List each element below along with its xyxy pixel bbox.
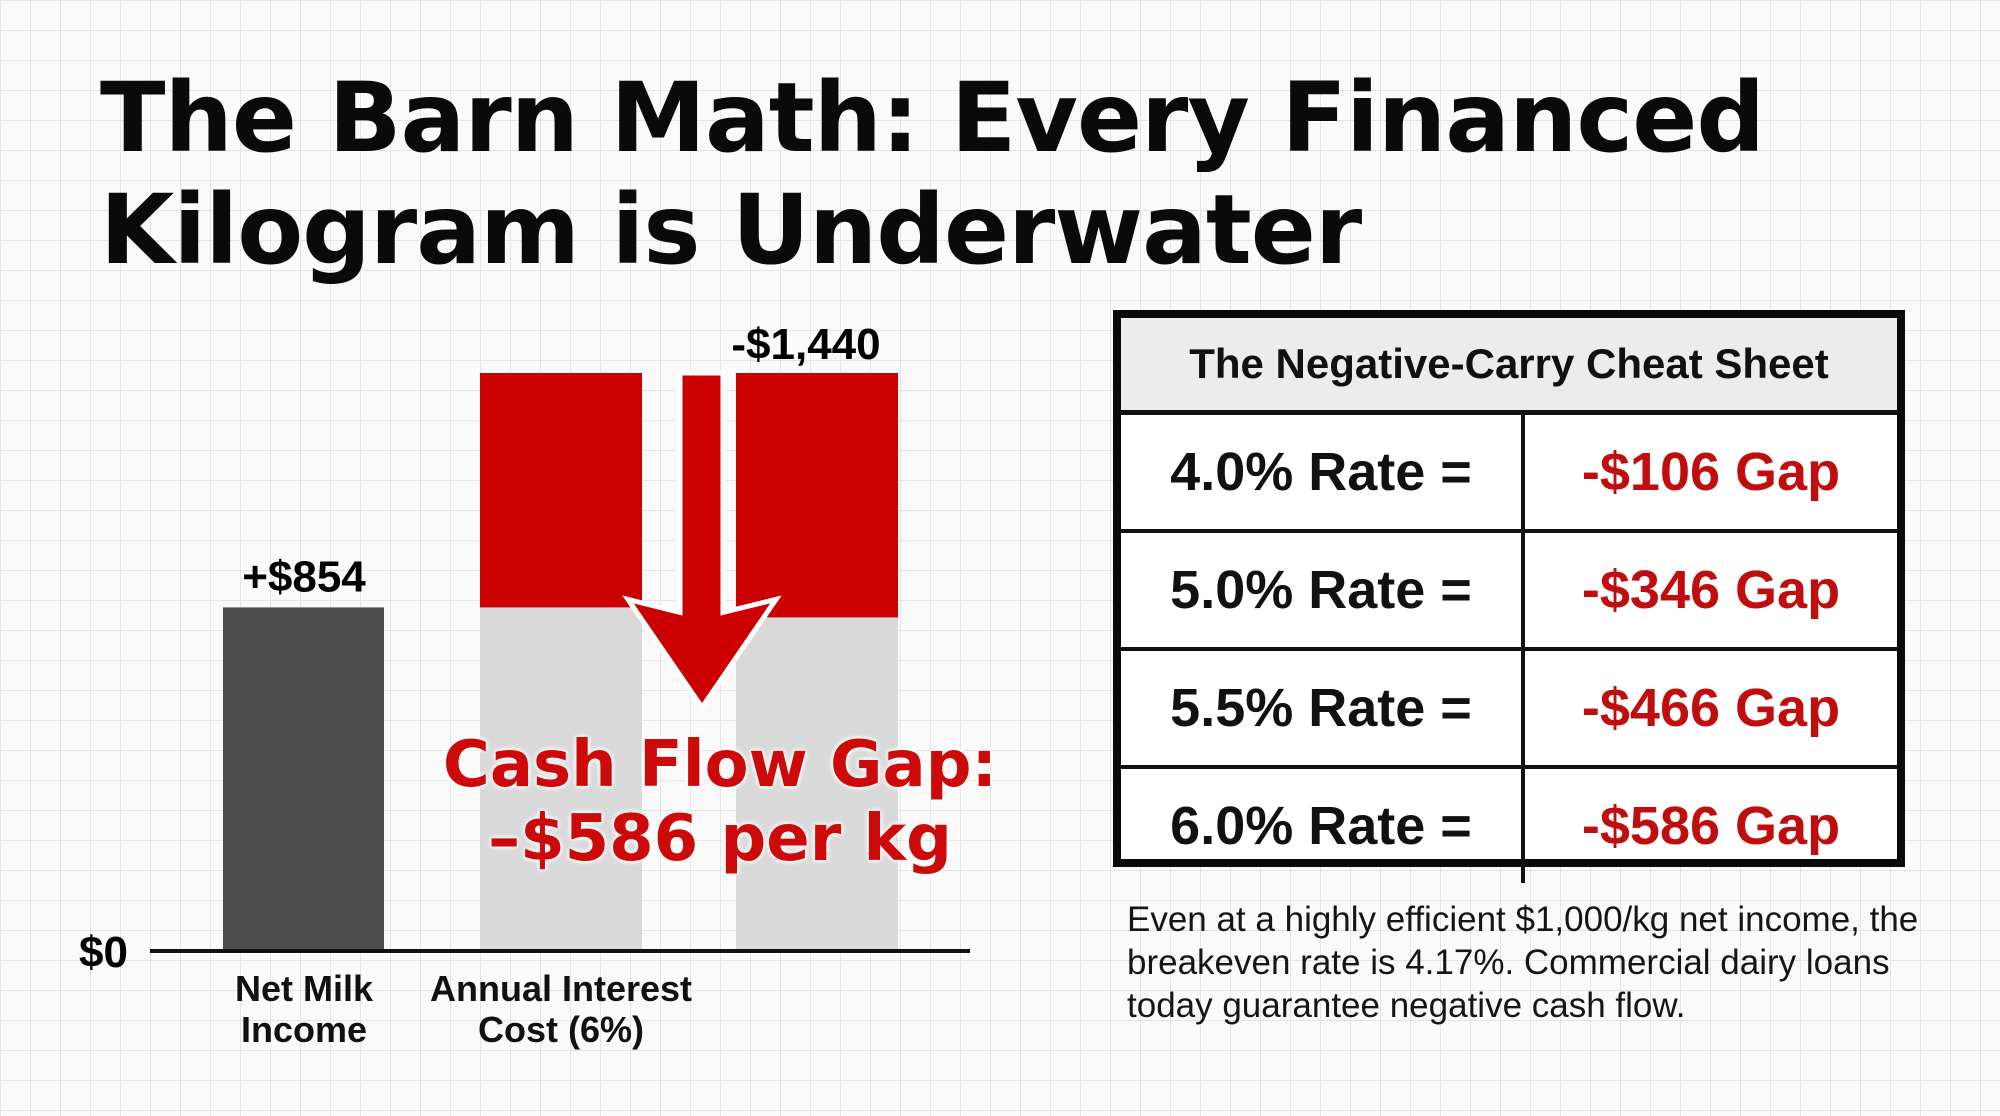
bar-interest-base-left	[480, 607, 642, 949]
category-label-interest: Annual Interest Cost (6%)	[401, 968, 721, 1050]
down-arrow-icon	[622, 370, 782, 712]
table-title: The Negative-Carry Cheat Sheet	[1121, 318, 1897, 415]
page-title: The Barn Math: Every Financed Kilogram i…	[100, 62, 1765, 286]
y-tick-zero: $0	[79, 928, 128, 977]
title-line-1: The Barn Math: Every Financed	[100, 62, 1765, 174]
bar-interest-gap-left	[480, 373, 642, 608]
bar-net-milk-income	[223, 607, 384, 949]
rate-cell: 6.0% Rate =	[1121, 769, 1525, 883]
gap-cell: -$106 Gap	[1581, 442, 1841, 502]
category-line: Cost (6%)	[477, 1009, 644, 1050]
title-line-2: Kilogram is Underwater	[100, 174, 1362, 286]
table-row: 4.0% Rate = -$106 Gap	[1121, 415, 1897, 533]
category-line: Income	[240, 1009, 368, 1050]
table-row: 6.0% Rate = -$586 Gap	[1121, 769, 1897, 883]
bar-interest-base-right	[736, 607, 898, 949]
category-line: Annual Interest	[429, 968, 693, 1009]
cash-flow-gap-annotation: Cash Flow Gap: –$586 per kg	[440, 728, 1000, 876]
gap-cell: -$346 Gap	[1581, 560, 1841, 620]
rate-cell: 5.0% Rate =	[1121, 533, 1525, 647]
category-line: Net Milk	[234, 968, 374, 1009]
rate-cell: 4.0% Rate =	[1121, 415, 1525, 529]
table-row: 5.5% Rate = -$466 Gap	[1121, 651, 1897, 769]
annotation-line-1: Cash Flow Gap:	[442, 728, 998, 802]
rate-cell: 5.5% Rate =	[1121, 651, 1525, 765]
bar-interest-gap-right	[736, 373, 898, 618]
gap-cell: -$586 Gap	[1581, 796, 1841, 856]
category-label-income: Net Milk Income	[204, 968, 404, 1050]
data-label-income: +$854	[242, 552, 366, 601]
table-row: 5.0% Rate = -$346 Gap	[1121, 533, 1897, 651]
cheat-sheet-table: The Negative-Carry Cheat Sheet 4.0% Rate…	[1113, 310, 1905, 883]
data-label-interest: -$1,440	[731, 320, 880, 369]
gap-cell: -$466 Gap	[1581, 678, 1841, 738]
annotation-line-2: –$586 per kg	[488, 802, 952, 876]
footnote: Even at a highly efficient $1,000/kg net…	[1127, 900, 1919, 1025]
